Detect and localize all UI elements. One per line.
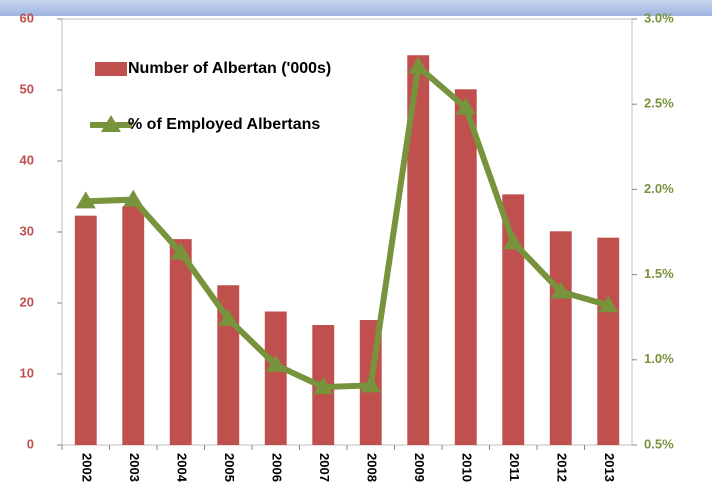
bar bbox=[122, 206, 145, 445]
y-tick-label: 30 bbox=[20, 223, 34, 238]
header-strip bbox=[0, 0, 712, 16]
x-tick-label: 2012 bbox=[554, 453, 569, 482]
bar bbox=[502, 194, 525, 445]
line bbox=[85, 63, 610, 391]
plot-area bbox=[61, 18, 633, 446]
y-tick-label: 10 bbox=[20, 365, 34, 380]
y-tick-label: 40 bbox=[20, 152, 34, 167]
line-marker bbox=[313, 377, 334, 395]
y2-tick-label: 3.0% bbox=[644, 10, 674, 25]
bar bbox=[74, 215, 97, 445]
x-tick-label: 2010 bbox=[459, 453, 474, 482]
y2-tick-label: 1.0% bbox=[644, 351, 674, 366]
line-marker bbox=[360, 375, 381, 393]
line-marker bbox=[550, 281, 571, 299]
bar bbox=[549, 231, 572, 445]
bar bbox=[597, 237, 620, 445]
line-marker bbox=[408, 56, 429, 74]
x-tick-label: 2009 bbox=[412, 453, 427, 482]
bar bbox=[169, 239, 192, 445]
x-tick-label: 2013 bbox=[602, 453, 617, 482]
x-tick-label: 2007 bbox=[317, 453, 332, 482]
y2-tick-label: 2.0% bbox=[644, 181, 674, 196]
y2-tick-label: 0.5% bbox=[644, 436, 674, 451]
legend-swatch bbox=[95, 62, 127, 76]
line-marker bbox=[218, 308, 239, 326]
line-marker bbox=[75, 191, 96, 209]
legend-marker bbox=[101, 115, 121, 132]
legend-label: % of Employed Albertans bbox=[128, 116, 320, 133]
x-tick-label: 2004 bbox=[174, 453, 189, 483]
x-tick-label: 2005 bbox=[222, 453, 237, 482]
x-tick-label: 2002 bbox=[79, 453, 94, 482]
line-marker bbox=[503, 232, 524, 250]
bar bbox=[407, 55, 430, 446]
bar bbox=[264, 311, 287, 445]
y-tick-label: 50 bbox=[20, 81, 34, 96]
y-tick-label: 60 bbox=[20, 10, 34, 25]
x-tick-label: 2011 bbox=[507, 453, 522, 481]
y2-tick-label: 1.5% bbox=[644, 266, 674, 281]
y2-tick-label: 2.5% bbox=[644, 96, 674, 111]
line-marker bbox=[265, 354, 286, 372]
line-marker bbox=[123, 189, 144, 207]
y-tick-label: 0 bbox=[27, 436, 34, 451]
line-marker bbox=[170, 242, 191, 260]
x-tick-label: 2003 bbox=[127, 453, 142, 482]
line-marker bbox=[598, 295, 619, 313]
y-tick-label: 20 bbox=[20, 294, 34, 309]
x-tick-label: 2006 bbox=[269, 453, 284, 482]
legend-label: Number of Albertan ('000s) bbox=[128, 60, 331, 77]
x-tick-label: 2008 bbox=[364, 453, 379, 482]
bar bbox=[454, 89, 477, 445]
line-marker bbox=[455, 97, 476, 115]
